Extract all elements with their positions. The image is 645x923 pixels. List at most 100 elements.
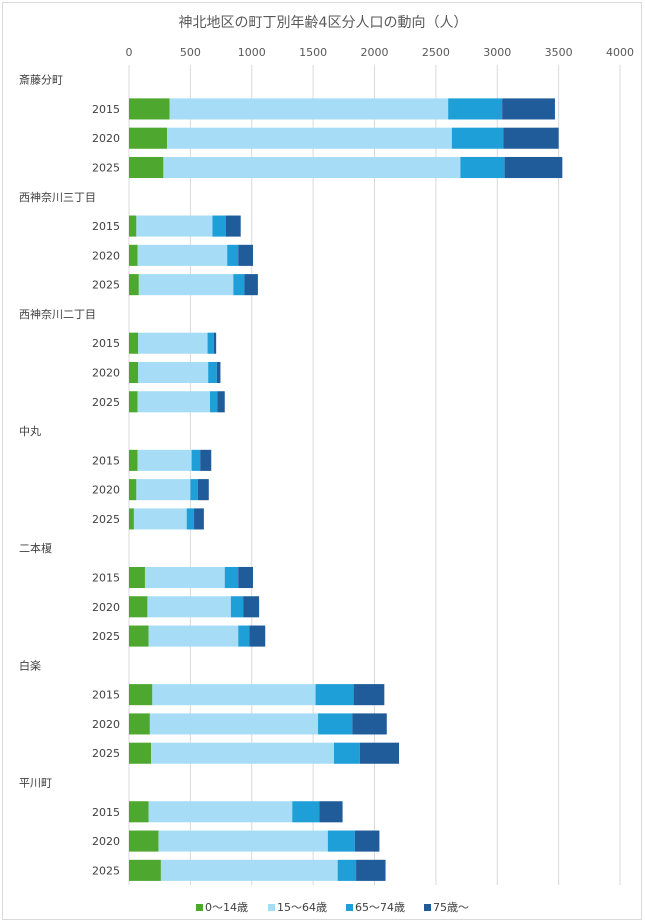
x-tick-label: 3000 xyxy=(483,46,511,59)
bar-segment xyxy=(129,713,150,735)
bar-segment xyxy=(207,332,214,354)
bar-segment xyxy=(238,566,253,589)
year-label: 2020 xyxy=(92,718,120,731)
legend-label: 65～74歳 xyxy=(355,901,405,914)
bar-segment xyxy=(137,391,211,413)
year-label: 2025 xyxy=(92,513,120,526)
legend-label: 75歳～ xyxy=(433,901,469,914)
bar-segment xyxy=(152,684,316,706)
bar-segment xyxy=(448,98,503,120)
year-label: 2025 xyxy=(92,279,120,292)
year-label: 2015 xyxy=(92,806,120,819)
x-tick-label: 0 xyxy=(126,46,133,59)
group-label: 西神奈川二丁目 xyxy=(19,307,96,321)
year-label: 2020 xyxy=(92,132,120,145)
year-label: 2020 xyxy=(92,367,120,380)
chart-svg: 神北地区の町丁別年齢4区分人口の動向（人） 0 500 1000 1500 2000 25… xyxy=(19,15,635,914)
year-label: 2025 xyxy=(92,864,120,877)
bar-segment xyxy=(197,479,209,501)
bar-segment xyxy=(249,625,266,647)
bar-segment xyxy=(137,244,228,266)
bar-segment xyxy=(503,127,559,149)
bar-segment xyxy=(129,274,139,296)
x-tick-label: 2500 xyxy=(422,46,450,59)
bar-segment xyxy=(148,801,293,823)
bar-segment xyxy=(186,508,195,530)
bar-segment xyxy=(208,361,217,384)
bar-segment xyxy=(190,479,198,501)
bar-segment xyxy=(129,361,139,384)
group-label: 二本榎 xyxy=(19,541,52,555)
bar-segment xyxy=(230,596,244,618)
bar-segment xyxy=(191,449,201,471)
bar-segment xyxy=(354,830,380,852)
bar-segment xyxy=(167,127,452,149)
bar-segment xyxy=(136,479,191,501)
bar-segment xyxy=(224,566,239,589)
bar-segment xyxy=(138,361,209,384)
group-label: 平川町 xyxy=(19,777,52,790)
year-label: 2015 xyxy=(92,689,120,702)
bar-segment xyxy=(148,625,239,647)
bar-segment xyxy=(129,156,164,179)
bar-segment xyxy=(158,830,328,852)
bar-segment xyxy=(129,215,137,237)
x-axis-ticks: 0 500 1000 1500 2000 2500 3000 3500 4000 xyxy=(126,46,635,59)
x-tick-label: 3500 xyxy=(545,46,573,59)
bar-segment xyxy=(129,449,138,471)
bar-segment xyxy=(169,98,449,120)
bar-segment xyxy=(504,156,563,179)
x-tick-label: 500 xyxy=(180,46,201,59)
bar-segment xyxy=(194,508,204,530)
legend-label: 0～14歳 xyxy=(205,901,248,914)
bar-segment xyxy=(213,332,217,354)
bar-segment xyxy=(460,156,505,179)
group-label: 中丸 xyxy=(19,425,41,438)
year-label: 2015 xyxy=(92,220,120,233)
legend-swatch xyxy=(268,904,275,911)
legend-swatch xyxy=(346,904,353,911)
bar-segment xyxy=(333,742,360,764)
year-label: 2020 xyxy=(92,835,120,848)
bar-segment xyxy=(129,244,138,266)
x-tick-label: 1000 xyxy=(238,46,266,59)
bar-segment xyxy=(147,596,231,618)
legend: 0～14歳 15～64歳 65～74歳 75歳～ xyxy=(196,901,469,914)
year-label: 2025 xyxy=(92,396,120,409)
year-label: 2015 xyxy=(92,572,120,585)
year-label: 2025 xyxy=(92,630,120,643)
bar-segment xyxy=(216,361,221,384)
bar-segment xyxy=(238,244,253,266)
bar-segment xyxy=(292,801,320,823)
bar-segment xyxy=(238,625,250,647)
bar-segment xyxy=(200,449,212,471)
bar-segment xyxy=(138,274,234,296)
bar-segment xyxy=(129,391,138,413)
bar-segment xyxy=(163,156,461,179)
bar-segment xyxy=(144,566,225,589)
x-tick-label: 2000 xyxy=(361,46,389,59)
bar-segment xyxy=(129,479,137,501)
bar-segment xyxy=(319,801,343,823)
year-label: 2025 xyxy=(92,747,120,760)
group-label: 斎藤分町 xyxy=(19,73,63,87)
bar-segment xyxy=(160,859,338,881)
bar-segment xyxy=(210,391,218,413)
bar-segment xyxy=(129,596,148,618)
year-label: 2025 xyxy=(92,162,120,175)
bar-segment xyxy=(318,713,353,735)
year-label: 2020 xyxy=(92,249,120,262)
group-label: 西神奈川三丁目 xyxy=(19,190,96,204)
year-label: 2015 xyxy=(92,454,120,467)
bar-segment xyxy=(129,742,152,764)
bar-segment xyxy=(137,449,192,471)
bar-segment xyxy=(129,801,149,823)
group-label: 白楽 xyxy=(19,658,41,672)
year-label: 2020 xyxy=(92,484,120,497)
bar-segment xyxy=(225,215,241,237)
bar-segment xyxy=(233,274,245,296)
bar-segment xyxy=(133,508,187,530)
grid-layer xyxy=(128,65,621,885)
bar-segment xyxy=(136,215,213,237)
